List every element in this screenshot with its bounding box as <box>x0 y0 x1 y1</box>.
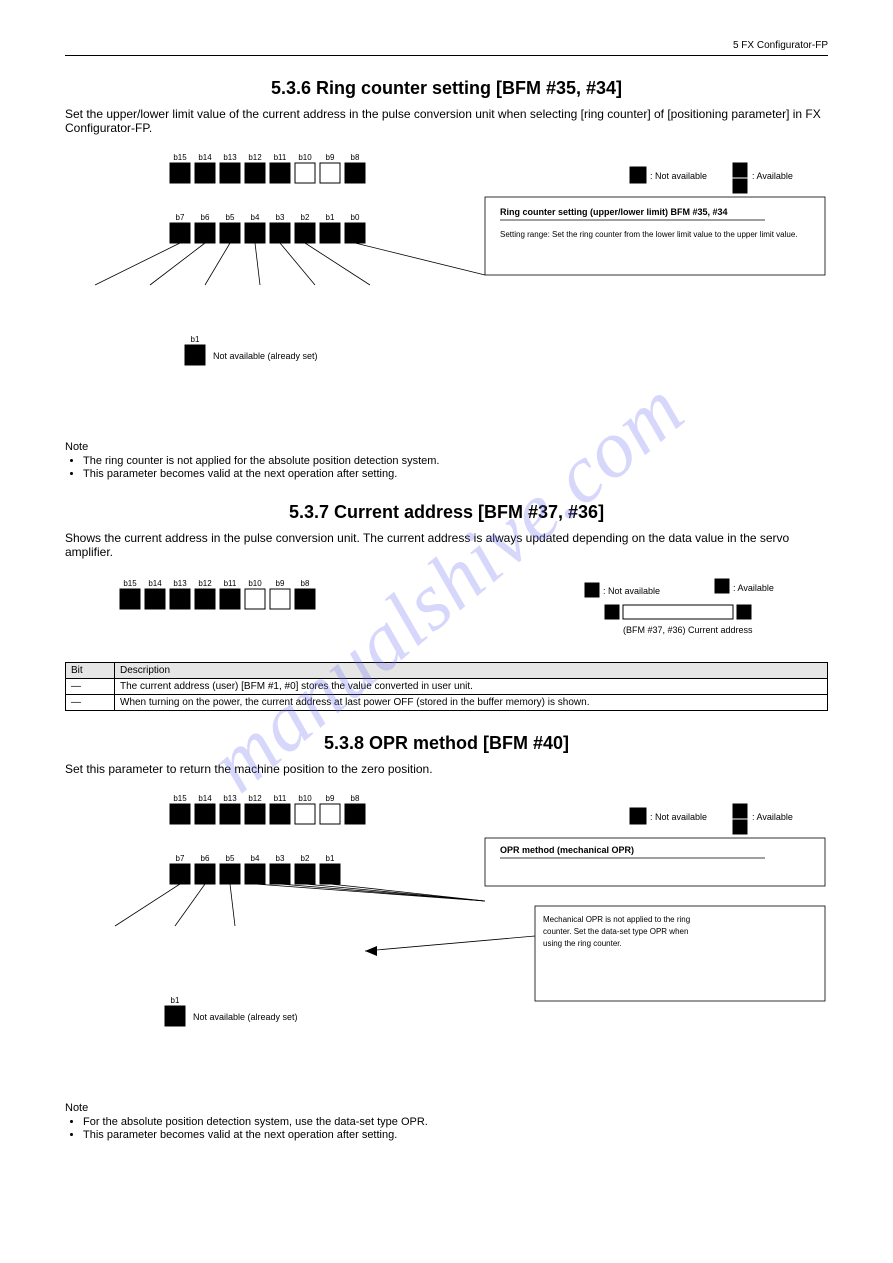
table-header: Bit <box>66 663 115 679</box>
svg-text:b6: b6 <box>201 213 210 222</box>
svg-text:b2: b2 <box>301 213 310 222</box>
section-1-notes: Note The ring counter is not applied for… <box>65 441 828 480</box>
svg-text:b8: b8 <box>351 153 360 162</box>
svg-text:: Not available: : Not available <box>650 171 707 181</box>
note-item: This parameter becomes valid at the next… <box>83 1129 828 1141</box>
svg-text:b9: b9 <box>276 579 285 588</box>
table-row: —When turning on the power, the current … <box>66 695 828 711</box>
svg-text:b12: b12 <box>198 579 212 588</box>
svg-text:OPR method (mechanical OPR): OPR method (mechanical OPR) <box>500 845 634 855</box>
svg-text:b1: b1 <box>326 213 335 222</box>
svg-text:b8: b8 <box>351 794 360 803</box>
svg-text:b11: b11 <box>274 153 287 162</box>
table-cell: — <box>66 679 115 695</box>
svg-text:b14: b14 <box>148 579 162 588</box>
section-1-sub: Set the upper/lower limit value of the c… <box>65 107 828 135</box>
table-header: Description <box>115 663 828 679</box>
section-3-diagram: b15 b14 b13 b12 b11 b10 b9 b8 b7 b6 b5 b4 b3 b2 b1 : … <box>65 786 828 1096</box>
svg-text:(BFM #37, #36) Current address: (BFM #37, #36) Current address <box>623 625 753 635</box>
svg-text:: Available: : Available <box>733 583 774 593</box>
note-item: This parameter becomes valid at the next… <box>83 468 828 480</box>
svg-text:b11: b11 <box>274 794 287 803</box>
diagram-svg-3: b15 b14 b13 b12 b11 b10 b9 b8 b7 b6 b5 b4 b3 b2 b1 : … <box>65 786 835 1096</box>
svg-text:b9: b9 <box>326 153 335 162</box>
svg-text:b0: b0 <box>351 213 360 222</box>
section-3-title: 5.3.8 OPR method [BFM #40] <box>65 733 828 754</box>
svg-text:b12: b12 <box>248 153 262 162</box>
svg-text:Ring counter setting (upper/lo: Ring counter setting (upper/lower limit)… <box>500 207 728 217</box>
svg-text:b12: b12 <box>248 794 262 803</box>
table-cell: The current address (user) [BFM #1, #0] … <box>115 679 828 695</box>
section-2-diagram: b15 b14 b13 b12 b11 b10 b9 b8 : Not available : … <box>65 569 828 654</box>
svg-text:b9: b9 <box>326 794 335 803</box>
svg-text:b3: b3 <box>276 854 285 863</box>
svg-text:b13: b13 <box>223 794 237 803</box>
svg-text:b5: b5 <box>226 854 235 863</box>
section-2-title: 5.3.7 Current address [BFM #37, #36] <box>65 502 828 523</box>
diagram-svg-2: b15 b14 b13 b12 b11 b10 b9 b8 : Not available : … <box>65 569 835 654</box>
page: manualshive.com 5 FX Configurator-FP 5.3… <box>0 0 893 1182</box>
svg-text:b14: b14 <box>198 153 212 162</box>
svg-text:using the ring counter.: using the ring counter. <box>543 939 622 948</box>
section-3-sub: Set this parameter to return the machine… <box>65 762 828 776</box>
svg-text:b15: b15 <box>173 794 187 803</box>
svg-text:b8: b8 <box>301 579 310 588</box>
svg-text:Mechanical OPR is not applied: Mechanical OPR is not applied to the rin… <box>543 915 690 924</box>
svg-text:: Available: : Available <box>752 812 793 822</box>
svg-text:: Not available: : Not available <box>650 812 707 822</box>
section-1-diagram: b15b14b13b12b11b10b9b8 b7b6b5b4b3b2b1b0 … <box>65 145 828 435</box>
svg-text:b6: b6 <box>201 854 210 863</box>
svg-text:b2: b2 <box>301 854 310 863</box>
svg-text:Not available (already set): Not available (already set) <box>213 351 318 361</box>
table-cell: — <box>66 695 115 711</box>
svg-text:b13: b13 <box>223 153 237 162</box>
svg-text:b4: b4 <box>251 854 260 863</box>
svg-text:b4: b4 <box>251 213 260 222</box>
svg-text:b7: b7 <box>176 213 185 222</box>
section-3-notes: Note For the absolute position detection… <box>65 1102 828 1141</box>
svg-text:b3: b3 <box>276 213 285 222</box>
svg-text:Not available (already set): Not available (already set) <box>193 1012 298 1022</box>
svg-text:b1: b1 <box>191 335 200 344</box>
svg-text:b15: b15 <box>173 153 187 162</box>
svg-text:: Not available: : Not available <box>603 586 660 596</box>
note-item: The ring counter is not applied for the … <box>83 455 828 467</box>
note-item: For the absolute position detection syst… <box>83 1116 828 1128</box>
svg-text:b10: b10 <box>298 794 312 803</box>
svg-text:: Available: : Available <box>752 171 793 181</box>
svg-text:counter. Set the data-set type: counter. Set the data-set type OPR when <box>543 927 688 936</box>
section-1-title: 5.3.6 Ring counter setting [BFM #35, #34… <box>65 78 828 99</box>
svg-text:b1: b1 <box>326 854 335 863</box>
header-rule <box>65 55 828 56</box>
svg-text:b11: b11 <box>224 579 237 588</box>
svg-text:b13: b13 <box>173 579 187 588</box>
svg-text:b1: b1 <box>171 996 180 1005</box>
svg-text:Setting range: Set the ring co: Setting range: Set the ring counter from… <box>500 230 797 239</box>
section-2-sub: Shows the current address in the pulse c… <box>65 531 828 559</box>
svg-text:b10: b10 <box>248 579 262 588</box>
svg-text:b10: b10 <box>298 153 312 162</box>
svg-text:b14: b14 <box>198 794 212 803</box>
svg-text:b15: b15 <box>123 579 137 588</box>
svg-text:b7: b7 <box>176 854 185 863</box>
section-2-table: BitDescription —The current address (use… <box>65 662 828 711</box>
svg-text:b5: b5 <box>226 213 235 222</box>
table-row: —The current address (user) [BFM #1, #0]… <box>66 679 828 695</box>
table-cell: When turning on the power, the current a… <box>115 695 828 711</box>
header-page-ref: 5 FX Configurator-FP <box>65 40 828 51</box>
diagram-svg-1: b15b14b13b12b11b10b9b8 b7b6b5b4b3b2b1b0 … <box>65 145 835 435</box>
